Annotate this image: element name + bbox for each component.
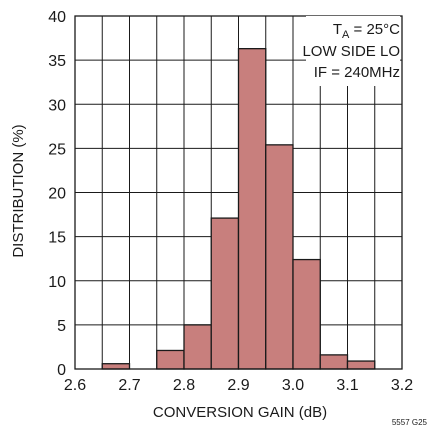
y-tick-label: 15 [48, 230, 66, 247]
y-tick-label: 35 [48, 53, 66, 70]
y-tick-label: 10 [48, 274, 66, 291]
histogram-bar [183, 324, 212, 370]
histogram-bars [101, 48, 376, 370]
x-tick-label: 2.7 [118, 377, 140, 394]
x-tick-label: 3.1 [336, 377, 358, 394]
y-tick-label: 20 [48, 186, 66, 203]
x-tick-labels: 2.6 2.7 2.8 2.9 3.0 3.1 3.2 [64, 377, 413, 394]
annotation-temp-prefix: T [333, 21, 342, 38]
plot-frame [74, 15, 403, 370]
histogram-bar [292, 258, 321, 370]
histogram-bar [319, 354, 349, 370]
figure-id: 5557 G25 [392, 418, 428, 427]
histogram-bar [101, 363, 131, 370]
x-axis-title: CONVERSION GAIN (dB) [153, 404, 327, 421]
y-tick-label: 40 [48, 9, 66, 26]
y-axis-title: DISTRIBUTION (%) [10, 124, 27, 257]
histogram-bar [156, 349, 185, 370]
histogram-bar [210, 217, 240, 370]
y-tick-label: 0 [57, 362, 66, 379]
y-tick-label: 25 [48, 141, 66, 158]
annotation-background [306, 16, 400, 86]
histogram-bar [346, 360, 376, 370]
x-tick-label: 2.8 [173, 377, 195, 394]
x-tick-label: 3.0 [282, 377, 304, 394]
x-tick-label: 3.2 [391, 377, 413, 394]
histogram-bar [265, 144, 294, 370]
annotation-box: TA = 25°C LOW SIDE LO IF = 240MHz [302, 16, 400, 86]
annotation-temp-value: = 25°C [349, 21, 400, 38]
y-tick-labels: 0 5 10 15 20 25 30 35 40 [48, 9, 66, 379]
x-tick-label: 2.9 [227, 377, 249, 394]
annotation-temperature: TA = 25°C [333, 21, 400, 41]
x-tick-label: 2.6 [64, 377, 86, 394]
histogram-bar [237, 48, 267, 370]
y-tick-label: 30 [48, 97, 66, 114]
y-tick-label: 5 [57, 318, 66, 335]
annotation-if: IF = 240MHz [314, 64, 400, 81]
annotation-lo-side: LOW SIDE LO [302, 43, 400, 60]
annotation-temp-subscript: A [342, 29, 350, 41]
